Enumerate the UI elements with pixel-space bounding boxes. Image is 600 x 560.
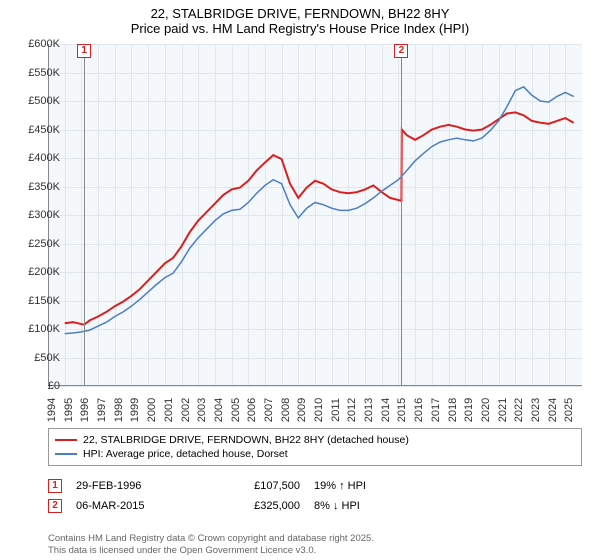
x-axis (48, 385, 582, 386)
marker-line (84, 58, 85, 386)
x-tick-label: 2000 (146, 398, 158, 422)
table-price: £107,500 (210, 480, 300, 492)
x-tick-label: 2015 (397, 398, 409, 422)
y-tick-label: £300K (16, 209, 60, 221)
x-tick-label: 1994 (46, 398, 58, 422)
y-tick-label: £550K (16, 67, 60, 79)
x-tick-label: 2017 (430, 398, 442, 422)
legend-swatch (55, 453, 77, 455)
table-row: 1 29-FEB-1996 £107,500 19% ↑ HPI (48, 476, 582, 496)
y-tick-label: £50K (16, 352, 60, 364)
table-pct: 19% ↑ HPI (314, 480, 434, 492)
y-tick-label: £600K (16, 38, 60, 50)
x-tick-label: 2025 (564, 398, 576, 422)
y-tick-label: £200K (16, 266, 60, 278)
title-sub: Price paid vs. HM Land Registry's House … (0, 21, 600, 36)
legend-row: 22, STALBRIDGE DRIVE, FERNDOWN, BH22 8HY… (55, 433, 575, 447)
x-tick-label: 2005 (230, 398, 242, 422)
table-date: 06-MAR-2015 (76, 500, 196, 512)
y-tick-label: £400K (16, 152, 60, 164)
x-tick-label: 2014 (380, 398, 392, 422)
x-tick-label: 2018 (447, 398, 459, 422)
footer-line2: This data is licensed under the Open Gov… (48, 545, 374, 556)
x-tick-label: 2022 (513, 398, 525, 422)
series-hpi (65, 87, 574, 334)
y-tick-label: £250K (16, 238, 60, 250)
legend-label: HPI: Average price, detached house, Dors… (83, 448, 288, 460)
title-main: 22, STALBRIDGE DRIVE, FERNDOWN, BH22 8HY (0, 6, 600, 21)
x-tick-label: 2016 (413, 398, 425, 422)
table-pct: 8% ↓ HPI (314, 500, 434, 512)
transaction-table: 1 29-FEB-1996 £107,500 19% ↑ HPI 2 06-MAR-201… (48, 476, 582, 516)
x-tick-label: 1997 (96, 398, 108, 422)
x-tick-label: 2009 (297, 398, 309, 422)
x-tick-label: 1996 (80, 398, 92, 422)
footer: Contains HM Land Registry data © Crown c… (48, 533, 374, 556)
table-price: £325,000 (210, 500, 300, 512)
x-tick-label: 2024 (547, 398, 559, 422)
table-marker: 2 (48, 499, 62, 513)
x-tick-label: 2008 (280, 398, 292, 422)
footer-line1: Contains HM Land Registry data © Crown c… (48, 533, 374, 544)
x-tick-label: 2021 (497, 398, 509, 422)
table-row: 2 06-MAR-2015 £325,000 8% ↓ HPI (48, 496, 582, 516)
x-tick-label: 2023 (530, 398, 542, 422)
x-tick-label: 2011 (330, 398, 342, 422)
marker-line (401, 58, 402, 386)
table-marker: 1 (48, 479, 62, 493)
chart-area: 12 (48, 44, 582, 386)
table-date: 29-FEB-1996 (76, 480, 196, 492)
y-tick-label: £500K (16, 95, 60, 107)
x-tick-label: 2012 (347, 398, 359, 422)
x-tick-label: 2020 (480, 398, 492, 422)
x-tick-label: 1999 (130, 398, 142, 422)
series-price_paid (65, 112, 574, 324)
legend: 22, STALBRIDGE DRIVE, FERNDOWN, BH22 8HY… (48, 428, 582, 466)
x-tick-label: 2007 (263, 398, 275, 422)
x-tick-label: 2013 (363, 398, 375, 422)
x-tick-label: 1998 (113, 398, 125, 422)
title-block: 22, STALBRIDGE DRIVE, FERNDOWN, BH22 8HY… (0, 0, 600, 38)
x-tick-label: 2003 (196, 398, 208, 422)
y-tick-label: £350K (16, 181, 60, 193)
legend-label: 22, STALBRIDGE DRIVE, FERNDOWN, BH22 8HY… (83, 434, 409, 446)
x-tick-label: 2006 (246, 398, 258, 422)
legend-row: HPI: Average price, detached house, Dors… (55, 447, 575, 461)
x-tick-label: 2004 (213, 398, 225, 422)
x-tick-label: 1995 (63, 398, 75, 422)
x-tick-label: 2002 (180, 398, 192, 422)
y-tick-label: £450K (16, 124, 60, 136)
y-tick-label: £150K (16, 295, 60, 307)
x-tick-label: 2001 (163, 398, 175, 422)
x-tick-label: 2010 (313, 398, 325, 422)
chart-container: 22, STALBRIDGE DRIVE, FERNDOWN, BH22 8HY… (0, 0, 600, 560)
marker-box: 1 (77, 44, 91, 58)
y-tick-label: £0 (16, 380, 60, 392)
legend-swatch (55, 439, 77, 441)
marker-box: 2 (394, 44, 408, 58)
line-series (48, 44, 582, 386)
y-tick-label: £100K (16, 323, 60, 335)
x-tick-label: 2019 (463, 398, 475, 422)
